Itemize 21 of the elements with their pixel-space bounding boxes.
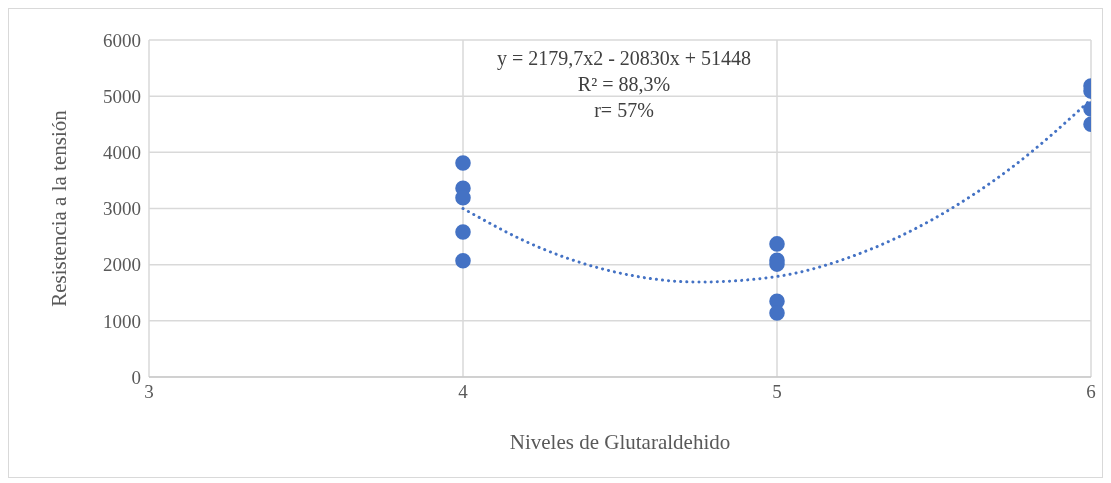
y-axis-title: Resistencia a la tensión <box>47 109 72 307</box>
point <box>455 224 471 240</box>
y-tick-label: 5000 <box>103 85 141 107</box>
y-tick-label: 0 <box>131 366 141 388</box>
point <box>455 155 471 171</box>
annotation: y = 2179,7x2 - 20830x + 51448 <box>495 46 753 71</box>
y-tick-label: 3000 <box>103 198 141 220</box>
x-tick-label: 6 <box>1086 381 1096 403</box>
y-tick-label: 6000 <box>103 29 141 51</box>
annotation: r= 57% <box>593 98 655 123</box>
x-tick-label: 5 <box>772 381 782 403</box>
y-tick-label: 2000 <box>103 254 141 276</box>
point <box>769 236 785 252</box>
x-axis-title: Niveles de Glutaraldehido <box>509 430 731 454</box>
annotation: R² = 88,3% <box>576 72 672 97</box>
y-tick-label: 1000 <box>103 310 141 332</box>
x-tick-label: 4 <box>458 381 469 403</box>
point <box>769 305 785 321</box>
point <box>455 252 471 269</box>
x-tick-label: 3 <box>144 381 154 403</box>
y-tick-label: 4000 <box>103 142 141 164</box>
